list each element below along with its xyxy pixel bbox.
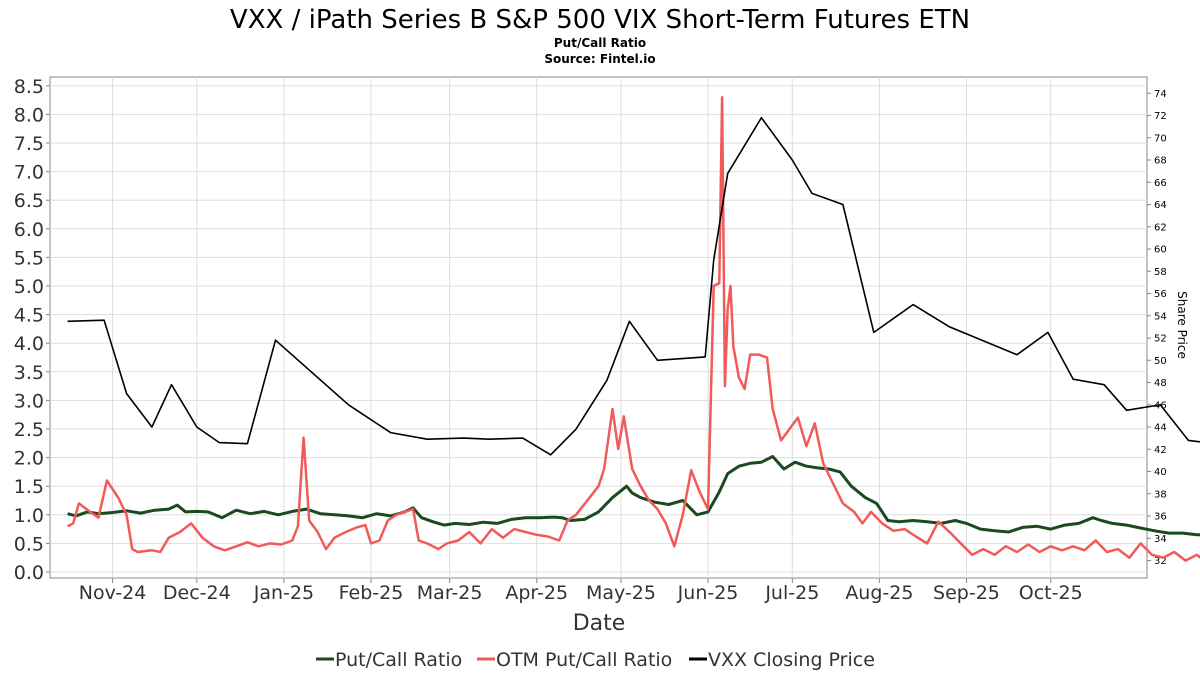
x-tick-label: Jun-25: [677, 582, 739, 604]
right-tick-label: 64: [1154, 200, 1167, 211]
right-tick-label: 32: [1154, 556, 1167, 567]
left-tick-label: 6.5: [14, 190, 44, 212]
chart-subtitle: Put/Call Ratio: [554, 36, 646, 50]
right-tick-label: 44: [1154, 423, 1167, 434]
right-tick-label: 74: [1154, 89, 1167, 100]
chart-title: VXX / iPath Series B S&P 500 VIX Short-T…: [230, 5, 970, 35]
right-tick-label: 68: [1154, 156, 1167, 167]
right-tick-label: 38: [1154, 489, 1167, 500]
left-tick-label: 5.5: [14, 247, 44, 269]
right-tick-label: 58: [1154, 267, 1167, 278]
right-tick-label: 40: [1154, 467, 1167, 478]
x-tick-label: Sep-25: [933, 582, 1000, 604]
legend-label: OTM Put/Call Ratio: [496, 649, 672, 671]
x-tick-label: Nov-24: [79, 582, 147, 604]
x-axis-ticks: Nov-24 Dec-24 Jan-25 Feb-25 Mar-25 Apr-25 May-…: [79, 578, 1083, 604]
x-tick-label: Oct-25: [1019, 582, 1083, 604]
left-tick-label: 2.5: [14, 419, 44, 441]
left-tick-label: 8.0: [14, 104, 44, 126]
left-tick-label: 3.5: [14, 362, 44, 384]
series-layer: [67, 95, 1200, 562]
right-tick-label: 72: [1154, 111, 1167, 122]
right-tick-label: 56: [1154, 289, 1167, 300]
x-tick-label: Mar-25: [417, 582, 483, 604]
x-tick-label: Aug-25: [845, 582, 913, 604]
grid-lines: [50, 77, 1147, 578]
left-tick-label: 7.0: [14, 162, 44, 184]
left-tick-label: 6.0: [14, 219, 44, 241]
left-tick-label: 0.5: [14, 533, 44, 555]
right-axis-label: Share Price: [1175, 291, 1189, 359]
left-tick-label: 0.0: [14, 562, 44, 584]
right-tick-label: 60: [1154, 245, 1167, 256]
legend: Put/Call Ratio OTM Put/Call Ratio VXX Clos…: [316, 649, 875, 671]
x-tick-label: Feb-25: [339, 582, 404, 604]
x-axis-label: Date: [573, 611, 626, 636]
left-tick-label: 5.0: [14, 276, 44, 298]
left-tick-label: 3.0: [14, 390, 44, 412]
left-tick-label: 8.5: [14, 76, 44, 98]
right-tick-label: 54: [1154, 311, 1167, 322]
right-tick-label: 42: [1154, 445, 1167, 456]
x-tick-label: Apr-25: [505, 582, 568, 604]
x-tick-label: Dec-24: [163, 582, 231, 604]
left-axis-ticks: 0.0 0.5 1.0 1.5 2.0 2.5 3.0 3.5 4.0 4.5 5.0 5.5 6.0 6…: [14, 76, 50, 584]
left-tick-label: 7.5: [14, 133, 44, 155]
right-tick-label: 48: [1154, 378, 1167, 389]
right-tick-label: 36: [1154, 512, 1167, 523]
left-tick-label: 1.5: [14, 476, 44, 498]
right-axis-ticks: 3234363840424446485052545658606264666870…: [1147, 89, 1167, 567]
x-tick-label: Jan-25: [253, 582, 314, 604]
series-line-vxx-closing-price: [67, 116, 1200, 456]
x-tick-label: Jul-25: [764, 582, 819, 604]
left-tick-label: 1.0: [14, 505, 44, 527]
left-tick-label: 2.0: [14, 448, 44, 470]
x-tick-label: May-25: [586, 582, 656, 604]
right-tick-label: 70: [1154, 133, 1167, 144]
right-tick-label: 66: [1154, 178, 1167, 189]
right-tick-label: 62: [1154, 222, 1167, 233]
plot-area: [49, 76, 1148, 579]
chart-source: Source: Fintel.io: [544, 52, 655, 66]
legend-label: VXX Closing Price: [708, 649, 875, 671]
series-line-otm-put-call-ratio: [67, 95, 1200, 562]
left-tick-label: 4.5: [14, 305, 44, 327]
right-tick-label: 34: [1154, 534, 1167, 545]
right-tick-label: 52: [1154, 334, 1167, 345]
series-line-put-call-ratio: [67, 455, 1200, 537]
right-tick-label: 50: [1154, 356, 1167, 367]
left-tick-label: 4.0: [14, 333, 44, 355]
legend-label: Put/Call Ratio: [335, 649, 462, 671]
